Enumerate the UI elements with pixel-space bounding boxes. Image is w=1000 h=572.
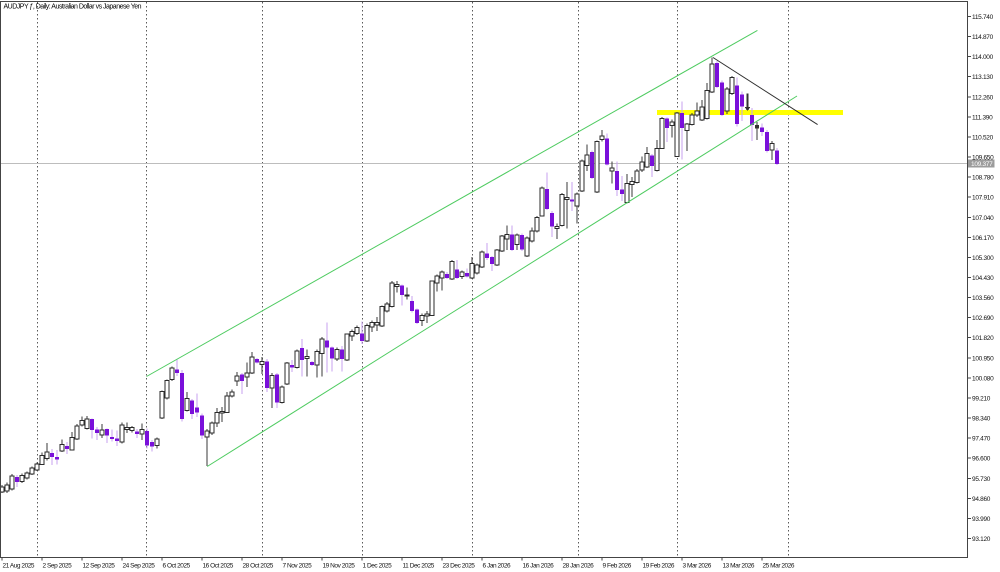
svg-text:113.130: 113.130 bbox=[972, 74, 994, 81]
svg-text:93.990: 93.990 bbox=[972, 516, 991, 523]
svg-text:19 Nov 2025: 19 Nov 2025 bbox=[323, 562, 356, 569]
svg-text:105.300: 105.300 bbox=[972, 255, 994, 262]
svg-text:95.730: 95.730 bbox=[972, 476, 991, 483]
svg-text:101.820: 101.820 bbox=[972, 335, 994, 342]
svg-text:110.520: 110.520 bbox=[972, 135, 994, 142]
svg-text:23 Dec 2025: 23 Dec 2025 bbox=[443, 562, 476, 569]
svg-text:108.780: 108.780 bbox=[972, 175, 994, 182]
svg-text:7 Nov 2025: 7 Nov 2025 bbox=[283, 562, 313, 569]
svg-text:25 Mar 2026: 25 Mar 2026 bbox=[763, 562, 795, 569]
svg-text:2 Sep 2025: 2 Sep 2025 bbox=[43, 562, 73, 569]
svg-text:94.860: 94.860 bbox=[972, 496, 991, 503]
svg-text:AUDJPY ƒ, Daily: Australian D: AUDJPY ƒ, Daily: Australian Dollar vs Ja… bbox=[4, 4, 142, 11]
svg-text:1 Dec 2025: 1 Dec 2025 bbox=[363, 562, 393, 569]
svg-text:16 Jan 2026: 16 Jan 2026 bbox=[523, 562, 555, 569]
svg-text:104.430: 104.430 bbox=[972, 275, 994, 282]
svg-text:112.260: 112.260 bbox=[972, 94, 994, 101]
svg-text:96.600: 96.600 bbox=[972, 456, 991, 463]
svg-text:102.690: 102.690 bbox=[972, 315, 994, 322]
svg-text:11 Dec 2025: 11 Dec 2025 bbox=[403, 562, 435, 569]
svg-text:28 Jan 2026: 28 Jan 2026 bbox=[563, 562, 595, 569]
svg-text:21 Aug 2025: 21 Aug 2025 bbox=[3, 562, 35, 569]
svg-text:16 Oct 2025: 16 Oct 2025 bbox=[203, 562, 234, 569]
svg-text:103.560: 103.560 bbox=[972, 295, 994, 302]
svg-text:99.210: 99.210 bbox=[972, 396, 991, 403]
svg-text:93.120: 93.120 bbox=[972, 536, 991, 543]
svg-text:6 Jan 2026: 6 Jan 2026 bbox=[483, 562, 512, 569]
svg-text:109.377: 109.377 bbox=[971, 161, 993, 168]
svg-text:106.170: 106.170 bbox=[972, 235, 994, 242]
svg-text:12 Sep 2025: 12 Sep 2025 bbox=[83, 562, 116, 569]
svg-text:115.740: 115.740 bbox=[972, 14, 994, 21]
svg-text:100.080: 100.080 bbox=[972, 375, 994, 382]
svg-text:24 Sep 2025: 24 Sep 2025 bbox=[123, 562, 156, 569]
svg-text:19 Feb 2026: 19 Feb 2026 bbox=[643, 562, 675, 569]
svg-text:107.910: 107.910 bbox=[972, 195, 994, 202]
svg-text:111.390: 111.390 bbox=[972, 114, 993, 121]
svg-text:3 Mar 2026: 3 Mar 2026 bbox=[683, 562, 712, 569]
svg-text:109.650: 109.650 bbox=[972, 155, 994, 162]
svg-text:13 Mar 2026: 13 Mar 2026 bbox=[723, 562, 755, 569]
svg-text:28 Oct 2025: 28 Oct 2025 bbox=[243, 562, 274, 569]
svg-text:107.040: 107.040 bbox=[972, 215, 994, 222]
svg-text:100.950: 100.950 bbox=[972, 355, 994, 362]
svg-text:98.340: 98.340 bbox=[972, 416, 991, 423]
svg-text:114.000: 114.000 bbox=[972, 54, 994, 61]
svg-text:97.470: 97.470 bbox=[972, 436, 991, 443]
svg-text:6 Oct 2025: 6 Oct 2025 bbox=[163, 562, 191, 569]
svg-text:114.870: 114.870 bbox=[972, 34, 994, 41]
svg-text:9 Feb 2026: 9 Feb 2026 bbox=[603, 562, 632, 569]
